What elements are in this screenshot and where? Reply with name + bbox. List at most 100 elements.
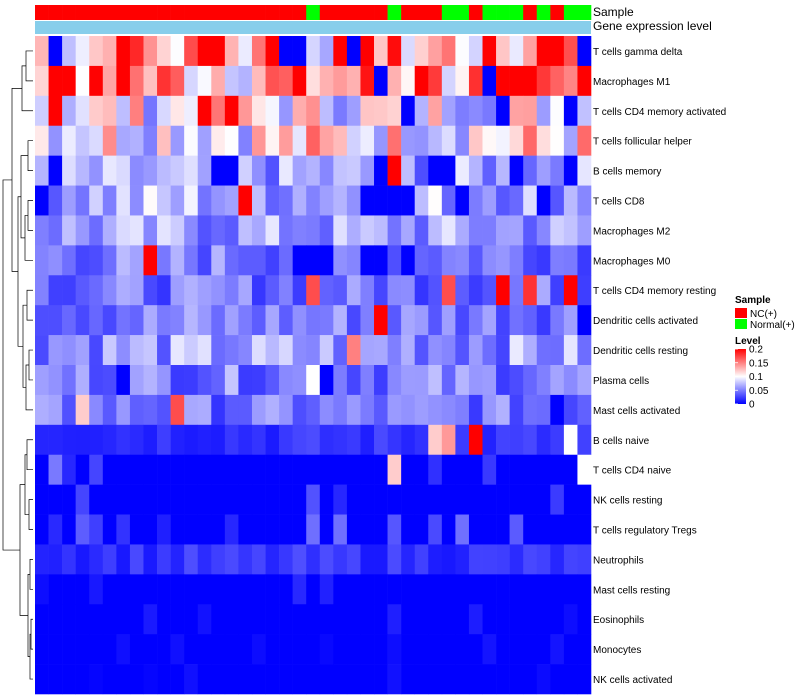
- heatmap-cell: [523, 604, 538, 635]
- heatmap-cell: [509, 365, 524, 396]
- heatmap-cell: [509, 604, 524, 635]
- heatmap-cell: [292, 275, 307, 306]
- heatmap-cell: [401, 305, 416, 336]
- heatmap-cell: [496, 185, 510, 216]
- row-label: Neutrophils: [593, 555, 644, 566]
- heatmap-cell: [387, 514, 402, 545]
- heatmap-cell: [211, 335, 226, 366]
- heatmap-cell: [89, 335, 104, 366]
- heatmap-cell: [116, 245, 131, 276]
- heatmap-cell: [496, 335, 510, 366]
- heatmap-cell: [374, 215, 388, 246]
- heatmap-cell: [360, 335, 375, 366]
- heatmap-cell: [496, 484, 510, 515]
- heatmap-cell: [265, 245, 280, 276]
- heatmap-cell: [333, 36, 348, 67]
- heatmap-cell: [414, 574, 429, 605]
- sample-annotation-cell: [346, 5, 361, 20]
- heatmap-cell: [35, 424, 49, 456]
- heatmap-cell: [468, 574, 483, 605]
- sample-annotation-cell: [496, 5, 510, 20]
- heatmap-cell: [211, 125, 226, 156]
- dendrogram-branch: [2, 179, 20, 551]
- heatmap-cell: [346, 514, 361, 545]
- heatmap-cell: [251, 155, 266, 186]
- heatmap-cell: [482, 155, 497, 186]
- sample-annotation-cell: [224, 5, 239, 20]
- heatmap-cell: [333, 155, 348, 186]
- heatmap-cell: [536, 634, 551, 665]
- heatmap-cell: [536, 335, 551, 366]
- heatmap-cell: [563, 155, 578, 186]
- heatmap-cell: [374, 604, 388, 635]
- heatmap-cell: [536, 514, 551, 545]
- heatmap-cell: [428, 36, 443, 67]
- heatmap-cell: [279, 95, 293, 127]
- heatmap-cell: [251, 95, 266, 127]
- heatmap-cell: [279, 514, 293, 545]
- heatmap-cell: [482, 424, 497, 456]
- heatmap-cell: [265, 544, 280, 575]
- heatmap-cell: [374, 95, 388, 127]
- heatmap-cell: [374, 185, 388, 216]
- heatmap-cell: [102, 335, 117, 366]
- row-label: Dendritic cells activated: [593, 316, 698, 327]
- heatmap-cell: [224, 634, 239, 665]
- heatmap-cell: [143, 245, 158, 276]
- row-label: Macrophages M0: [593, 256, 671, 267]
- sample-annotation-cell: [129, 5, 144, 20]
- heatmap-cell: [374, 664, 388, 695]
- heatmap-cell: [35, 95, 49, 127]
- heatmap-cell: [468, 484, 483, 515]
- heatmap-cell: [102, 574, 117, 605]
- row-label: Dendritic cells resting: [593, 346, 688, 357]
- heatmap-cell: [441, 394, 456, 426]
- heatmap-cell: [143, 365, 158, 396]
- heatmap-cell: [577, 335, 592, 366]
- heatmap-cell: [197, 305, 212, 336]
- heatmap-cell: [224, 544, 239, 575]
- heatmap-cell: [279, 394, 293, 426]
- heatmap-cell: [387, 454, 402, 485]
- heatmap-cell: [428, 365, 443, 396]
- sample-annotation-cell: [468, 5, 483, 20]
- heatmap-cell: [129, 574, 144, 605]
- heatmap-cell: [129, 335, 144, 366]
- heatmap-cell: [387, 394, 402, 426]
- sample-annotation-cell: [197, 5, 212, 20]
- heatmap-cell: [251, 36, 266, 67]
- heatmap-cell: [346, 275, 361, 306]
- heatmap-cell: [102, 454, 117, 485]
- heatmap-cell: [62, 95, 76, 127]
- heatmap-cell: [360, 574, 375, 605]
- heatmap-cell: [455, 544, 470, 575]
- heatmap-cell: [401, 125, 416, 156]
- heatmap-cell: [509, 305, 524, 336]
- sample-annotation-cell: [428, 5, 443, 20]
- heatmap-cell: [170, 335, 185, 366]
- heatmap-cell: [251, 215, 266, 246]
- heatmap-cell: [224, 424, 239, 456]
- heatmap-cell: [62, 634, 76, 665]
- heatmap-cell: [89, 275, 104, 306]
- heatmap-cell: [89, 514, 104, 545]
- heatmap-cell: [143, 95, 158, 127]
- heatmap-cell: [401, 574, 416, 605]
- heatmap-cell: [48, 574, 63, 605]
- heatmap-cell: [211, 514, 226, 545]
- heatmap-cell: [428, 305, 443, 336]
- heatmap-cell: [170, 604, 185, 635]
- heatmap-cell: [401, 664, 416, 695]
- heatmap-cell: [102, 275, 117, 306]
- heatmap-cell: [536, 95, 551, 127]
- heatmap-cell: [89, 394, 104, 426]
- heatmap-cell: [116, 185, 131, 216]
- heatmap-cell: [89, 155, 104, 186]
- heatmap-cell: [306, 335, 321, 366]
- heatmap-cell: [197, 454, 212, 485]
- heatmap-cell: [251, 245, 266, 276]
- heatmap-cell: [387, 36, 402, 67]
- heatmap-cell: [170, 574, 185, 605]
- heatmap-cell: [279, 424, 293, 456]
- heatmap-cell: [292, 36, 307, 67]
